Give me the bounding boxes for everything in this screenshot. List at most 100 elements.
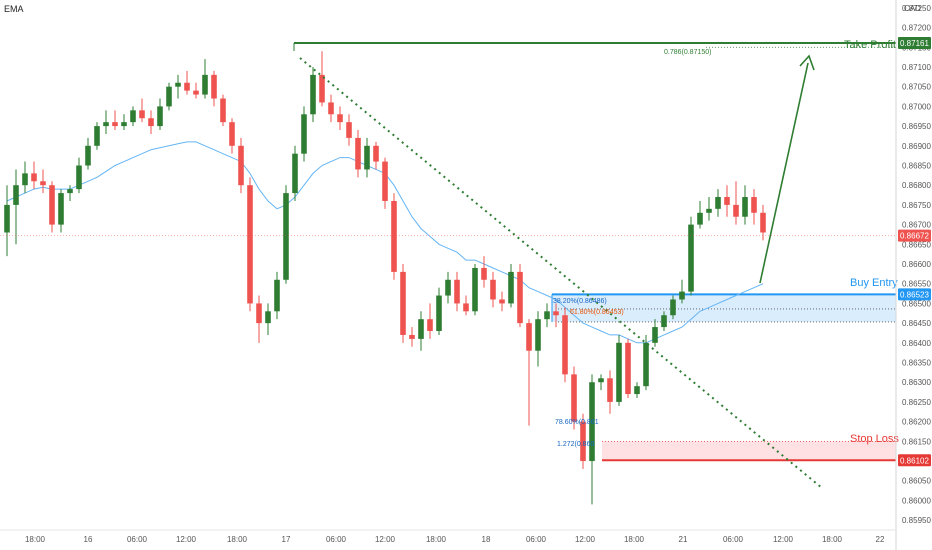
candle-body	[355, 137, 361, 170]
candle-body	[634, 386, 640, 395]
candle	[760, 204, 766, 241]
x-tick-label: 12:00	[375, 535, 396, 544]
y-tick-label: 0.86650	[902, 240, 931, 249]
candle-body	[751, 197, 757, 213]
candle-body	[454, 279, 460, 304]
x-tick-label: 12:00	[176, 535, 197, 544]
candle	[481, 256, 487, 288]
x-tick-label: 21	[679, 535, 688, 544]
candle-body	[139, 110, 145, 119]
candle-body	[526, 323, 532, 351]
candle	[121, 114, 127, 131]
candle	[247, 177, 253, 312]
candle-body	[598, 378, 604, 383]
candle-body	[517, 271, 523, 324]
candle	[535, 311, 541, 367]
candle	[724, 185, 730, 217]
candle-body	[166, 86, 172, 107]
candle	[634, 382, 640, 398]
price-tag: 0.86672	[898, 229, 931, 242]
fib-382-label: 38.20%(0.86486)	[553, 298, 607, 305]
candle-body	[436, 295, 442, 332]
candle-body	[445, 279, 451, 296]
candle	[544, 303, 550, 328]
candle	[4, 185, 10, 257]
price-tag-bg	[898, 454, 931, 467]
candle	[382, 157, 388, 209]
candle-body	[22, 173, 28, 186]
x-tick-label: 06:00	[526, 535, 547, 544]
y-tick-label: 0.87000	[902, 102, 931, 111]
y-tick-label: 0.86800	[902, 181, 931, 190]
y-tick-label: 0.86500	[902, 299, 931, 308]
candle-body	[94, 126, 100, 146]
candle	[220, 94, 226, 127]
candle-body	[13, 185, 19, 205]
candle-body	[661, 315, 667, 328]
candle-body	[688, 224, 694, 292]
candle	[130, 106, 136, 127]
candle-body	[544, 311, 550, 320]
candle-body	[427, 319, 433, 332]
candle-body	[400, 271, 406, 335]
candle	[580, 413, 586, 469]
candle	[706, 197, 712, 221]
candle	[13, 169, 19, 245]
candle-body	[238, 145, 244, 186]
candle-body	[607, 378, 613, 402]
candle-body	[571, 374, 577, 422]
candle-body	[715, 197, 721, 209]
candle-body	[130, 110, 136, 123]
candle	[346, 114, 352, 146]
candle-body	[706, 208, 712, 213]
candle	[670, 295, 676, 320]
candle-body	[346, 122, 352, 138]
candle	[436, 287, 442, 335]
candle	[301, 106, 307, 162]
candle-body	[490, 279, 496, 300]
time-axis: 18:00 16 06:00 12:00 18:00 17 06:00 12:00 18:00 1…	[0, 529, 896, 544]
candle	[409, 327, 415, 347]
take-profit-label: Take Profit	[844, 39, 896, 51]
candle-body	[724, 197, 730, 205]
candle	[598, 374, 604, 391]
candle-body	[670, 299, 676, 316]
candle-body	[391, 200, 397, 272]
candle	[31, 161, 37, 190]
buy-entry-label: Buy Entry	[850, 277, 898, 289]
candle-body	[67, 189, 73, 194]
candle-body	[58, 193, 64, 225]
candle-body	[625, 342, 631, 395]
y-tick-label: 0.87250	[902, 4, 931, 13]
candle-body	[364, 145, 370, 170]
zones	[551, 293, 896, 462]
fib-618-label: 61.80%(0.86453)	[570, 309, 624, 316]
candle-body	[760, 212, 766, 233]
y-tick-label: 0.86300	[902, 378, 931, 387]
candle	[652, 319, 658, 347]
y-tick-label: 0.86450	[902, 319, 931, 328]
y-tick-label: 0.86750	[902, 201, 931, 210]
y-tick-label: 0.86600	[902, 260, 931, 269]
candle	[58, 189, 64, 233]
candle	[274, 271, 280, 320]
candle-body	[463, 303, 469, 312]
candle-body	[472, 267, 478, 312]
x-tick-label: 06:00	[326, 535, 347, 544]
x-tick-label: 18:00	[822, 535, 843, 544]
y-tick-label: 0.86550	[902, 280, 931, 289]
candle-body	[553, 311, 559, 316]
candle-body	[112, 122, 118, 127]
price-tag: 0.87161	[898, 36, 931, 49]
axis-unit: CAD	[904, 4, 921, 13]
candle	[103, 110, 109, 134]
candle	[553, 303, 559, 328]
y-tick-label: 0.87100	[902, 63, 931, 72]
candle	[742, 185, 748, 225]
candle-body	[40, 181, 46, 186]
x-tick-label: 18	[482, 535, 491, 544]
y-tick-label: 0.86400	[902, 339, 931, 348]
x-tick-label: 17	[282, 535, 291, 544]
candle	[373, 141, 379, 170]
